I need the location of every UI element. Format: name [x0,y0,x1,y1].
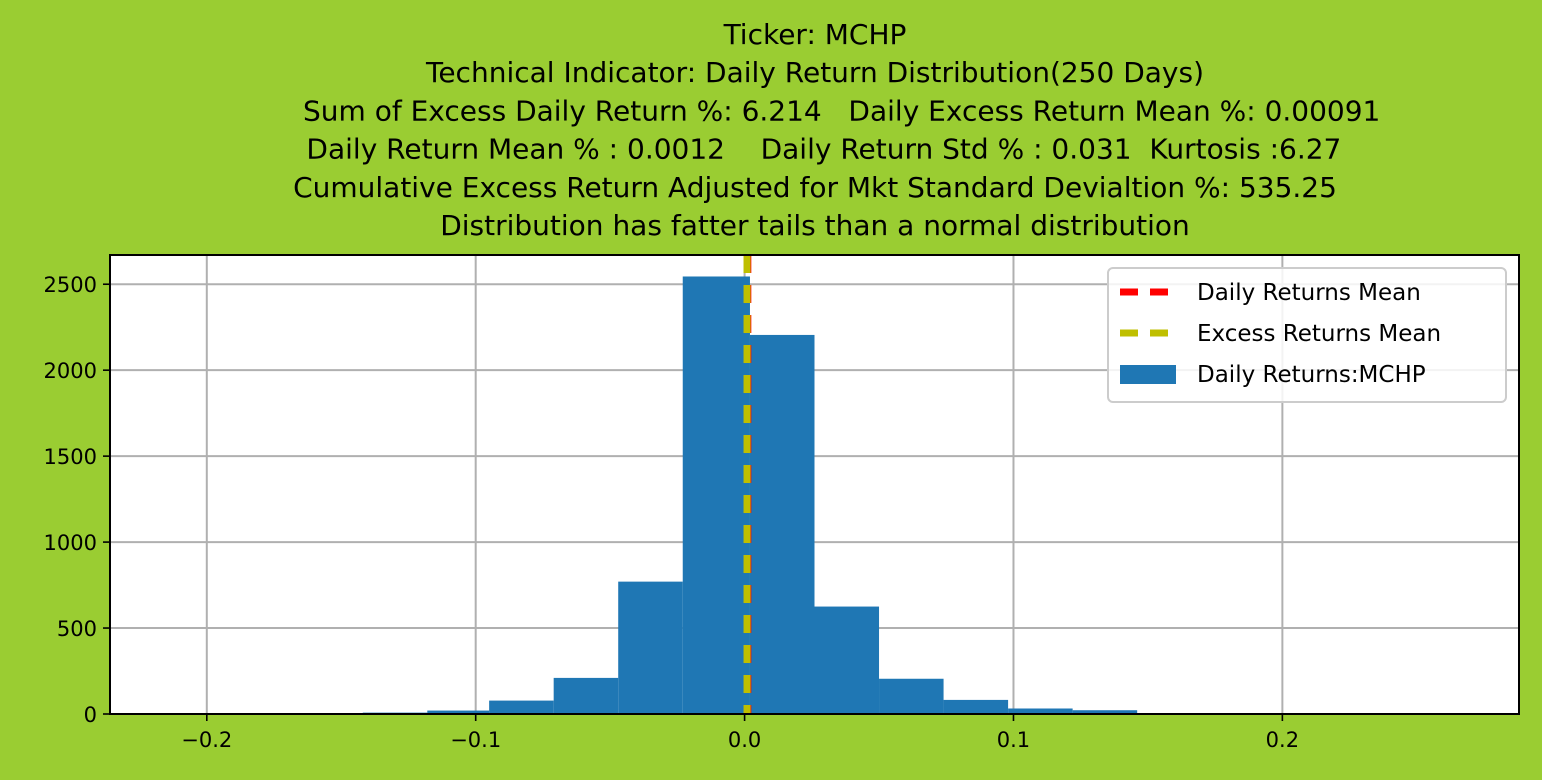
plot-frame [109,254,1520,715]
x-tick-label: 0.1 [997,728,1030,752]
histogram-bar [682,276,750,714]
histogram-bar [749,334,815,714]
legend-daily-returns-label: Daily Returns:MCHP [1197,362,1426,388]
x-tick-label: 0.0 [728,728,761,752]
histogram-bar [879,678,944,714]
x-tick-label: −0.1 [450,728,501,752]
y-tick-label: 1000 [44,531,97,555]
y-tick-label: 0 [84,703,97,727]
histogram-bar [1072,710,1138,714]
title-line-5: Cumulative Excess Return Adjusted for Mk… [293,171,1337,204]
histogram-bars [298,276,1460,714]
title-line-3: Sum of Excess Daily Return %: 6.214 Dail… [250,94,1381,127]
title-line-6: Distribution has fatter tails than a nor… [440,209,1190,242]
x-tick-label: 0.2 [1266,728,1299,752]
histogram-bar [618,581,683,714]
histogram-bar [553,677,619,714]
legend-excess-returns-mean-label: Excess Returns Mean [1197,321,1441,347]
legend-box [1107,267,1507,403]
mean-lines [743,255,752,714]
histogram-bar [943,699,1009,714]
legend-daily-returns-mean-label: Daily Returns Mean [1197,280,1421,306]
histogram-bar [1008,708,1073,714]
y-tick-label: 2000 [44,359,97,383]
title-line-2: Technical Indicator: Daily Return Distri… [425,56,1204,89]
histogram-bar [427,710,490,714]
axis-ticks: −0.2 −0.1 0.0 0.1 0.2 0 500 1000 1500 2000 2500 [44,273,1300,752]
title-line-1: Ticker: MCHP [723,18,907,51]
legend-daily-returns-swatch [1120,365,1176,384]
x-tick-label: −0.2 [181,728,232,752]
chart-title: Ticker: MCHP Technical Indicator: Daily R… [250,18,1381,242]
title-line-4: Daily Return Mean % : 0.0012 Daily Retur… [289,133,1342,166]
legend: Daily Returns Mean Excess Returns Mean Dai… [1107,267,1507,403]
histogram-bar [489,700,554,714]
y-tick-label: 500 [57,617,97,641]
y-tick-label: 1500 [44,445,97,469]
y-tick-label: 2500 [44,273,97,297]
histogram-bar [814,606,880,714]
